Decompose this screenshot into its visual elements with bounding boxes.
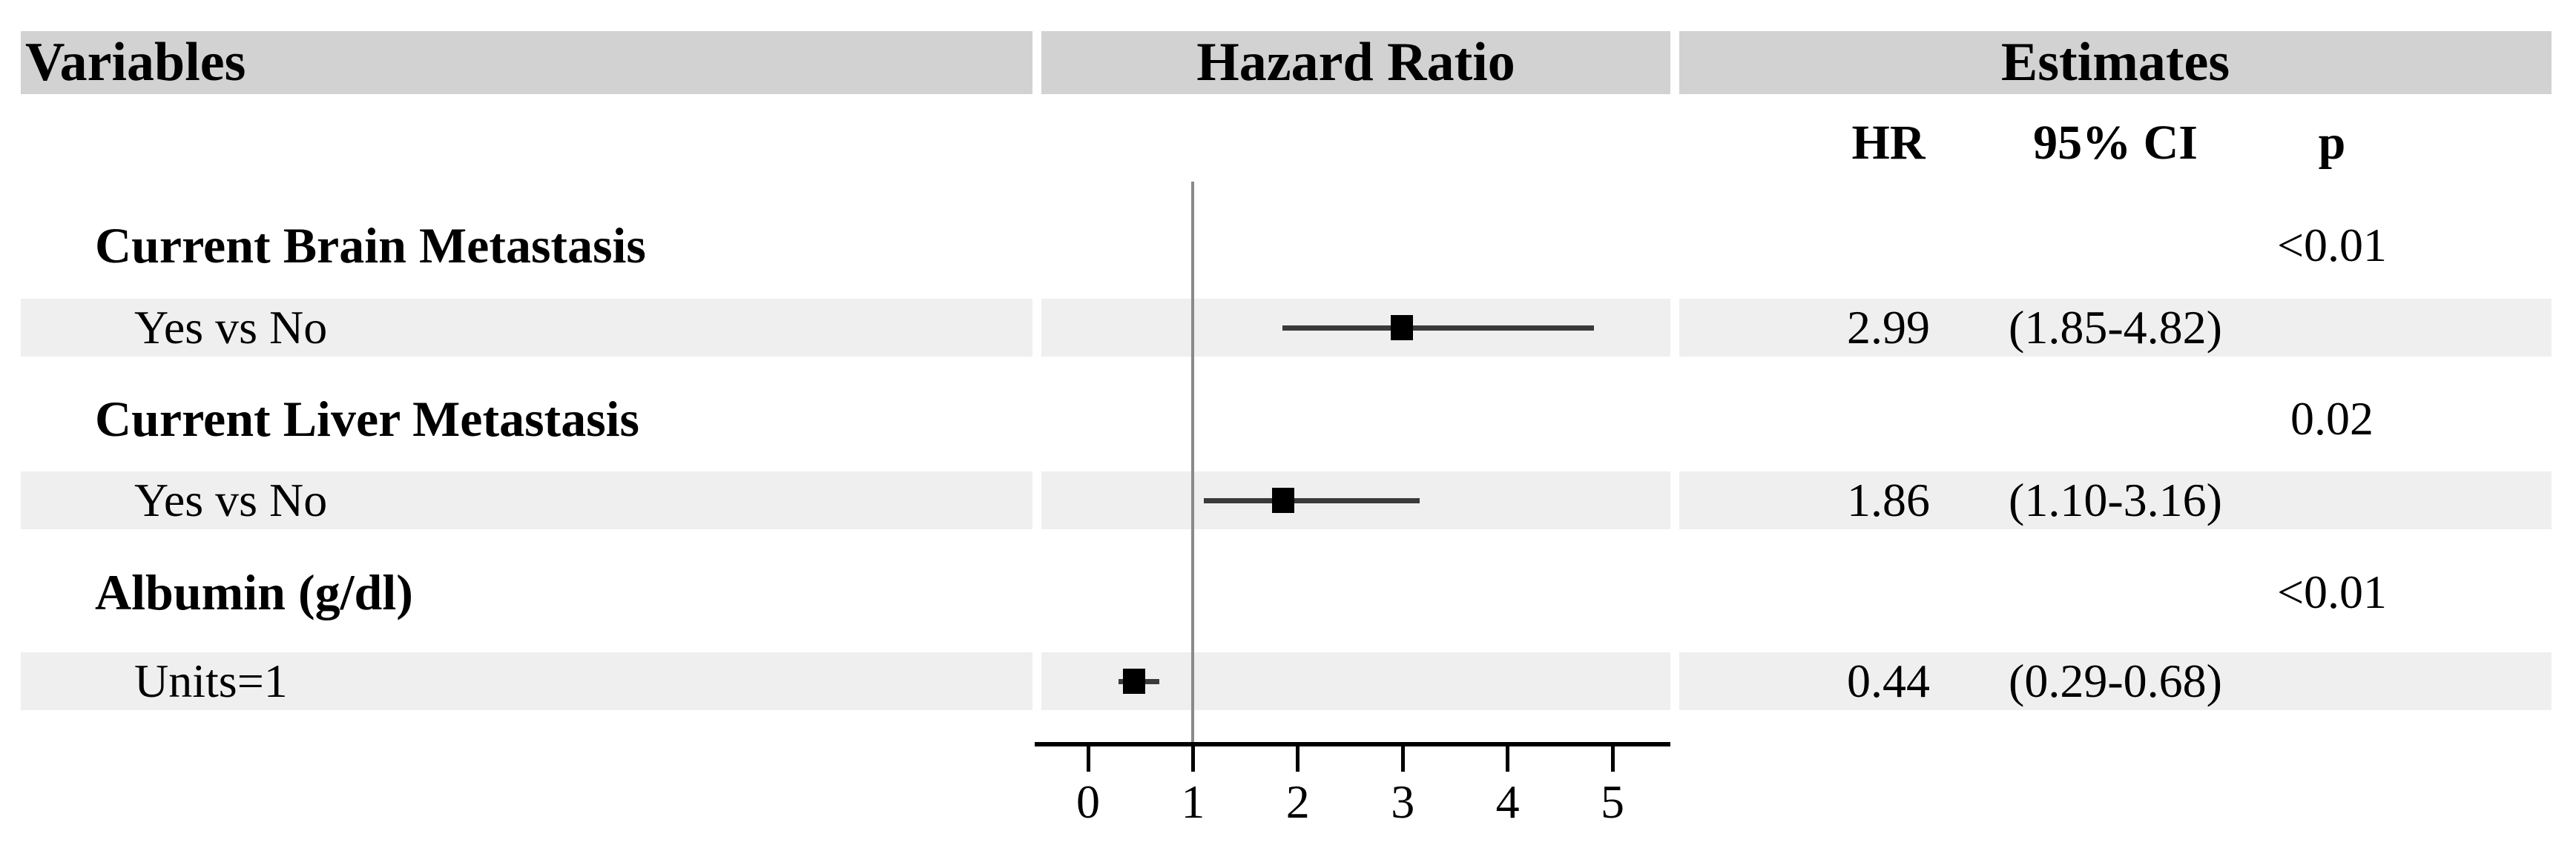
x-axis-tick-label: 5 (1601, 775, 1624, 828)
ci-value: (1.85-4.82) (2009, 301, 2222, 354)
x-axis-tick-label: 2 (1285, 775, 1310, 828)
column-header-variables: Variables (25, 32, 246, 93)
estimate-row-band (1679, 471, 2552, 529)
estimate-row-band (21, 652, 1032, 710)
reference-line (1191, 182, 1195, 746)
subheader-p: p (2318, 116, 2346, 170)
hr-marker (1123, 669, 1146, 694)
estimate-row-band (1679, 652, 2552, 710)
ci-whisker (1203, 497, 1420, 503)
group-row-label: Current Brain Metastasis (95, 217, 646, 274)
hr-marker (1390, 315, 1413, 340)
p-value: 0.02 (2290, 392, 2374, 445)
header-band-estimates (1679, 31, 2552, 94)
x-axis-tick (1506, 746, 1510, 772)
ci-value: (1.10-3.16) (2009, 474, 2222, 526)
x-axis-tick-label: 4 (1495, 775, 1520, 828)
header-band-variables (21, 31, 1032, 94)
subheader-hr: HR (1851, 116, 1926, 170)
hr-marker (1272, 488, 1294, 513)
x-axis-line (1035, 742, 1670, 746)
p-value: <0.01 (2276, 219, 2388, 271)
estimate-row-label: Units=1 (134, 655, 288, 707)
x-axis-tick-label: 0 (1076, 775, 1100, 828)
subheader-ci: 95% CI (2033, 116, 2198, 170)
x-axis-tick (1190, 746, 1195, 772)
estimate-row-label: Yes vs No (134, 474, 328, 526)
column-header-estimates: Estimates (2000, 32, 2230, 93)
estimate-row-band (1679, 299, 2552, 357)
header-band-plot (1041, 31, 1670, 94)
estimate-row-band (21, 471, 1032, 529)
hr-value: 0.44 (1847, 655, 1930, 707)
x-axis-tick (1610, 746, 1615, 772)
x-axis-tick (1296, 746, 1300, 772)
ci-whisker (1282, 325, 1594, 331)
group-row-label: Current Liver Metastasis (95, 391, 640, 447)
column-header-hazard-ratio: Hazard Ratio (1196, 32, 1515, 93)
x-axis-tick-label: 1 (1181, 775, 1205, 828)
x-axis-tick-label: 3 (1391, 775, 1415, 828)
estimate-row-label: Yes vs No (134, 301, 328, 354)
group-row-label: Albumin (g/dl) (95, 564, 413, 620)
x-axis-tick (1400, 746, 1405, 772)
x-axis-tick (1086, 746, 1090, 772)
hr-value: 1.86 (1847, 474, 1930, 526)
ci-value: (0.29-0.68) (2009, 655, 2222, 707)
hr-value: 2.99 (1847, 301, 1930, 354)
estimate-row-band (21, 299, 1032, 357)
p-value: <0.01 (2276, 566, 2388, 618)
